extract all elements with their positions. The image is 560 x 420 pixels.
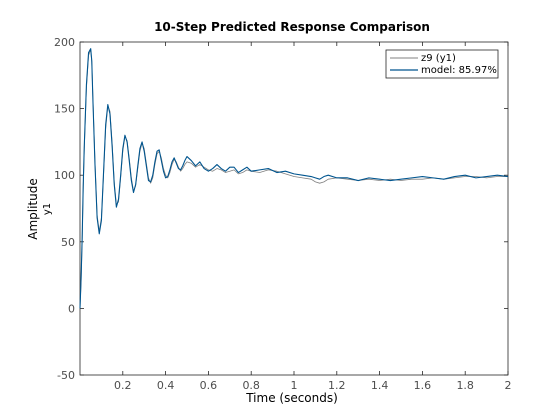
y-tick-label: 200 xyxy=(54,36,75,49)
legend-entry-model: model: 85.97% xyxy=(421,65,497,76)
y-tick-label: -50 xyxy=(57,369,75,382)
y-tick-label: 50 xyxy=(61,236,75,249)
chart-title: 10-Step Predicted Response Comparison xyxy=(154,20,430,34)
x-tick-label: 1 xyxy=(291,379,298,392)
series-line-model xyxy=(79,48,509,309)
x-tick-label: 0.4 xyxy=(157,379,175,392)
y-axis: -50 0 50 100 150 200 xyxy=(54,36,508,382)
legend-entry-z9: z9 (y1) xyxy=(421,53,456,64)
y-axis-sublabel: y1 xyxy=(42,203,53,215)
x-tick-label: 0.2 xyxy=(114,379,132,392)
x-axis: 0.2 0.4 0.6 0.8 1 1.2 1.4 1.6 1.8 2 xyxy=(114,42,512,392)
y-axis-label: Amplitude xyxy=(26,178,40,240)
x-axis-label: Time (seconds) xyxy=(245,391,338,405)
legend-box xyxy=(385,49,499,79)
y-tick-label: 100 xyxy=(54,169,75,182)
x-tick-label: 1.4 xyxy=(371,379,389,392)
x-tick-label: 2 xyxy=(505,379,512,392)
plot-area xyxy=(79,41,509,376)
y-tick-label: 0 xyxy=(68,302,75,315)
x-tick-label: 0.6 xyxy=(200,379,218,392)
y-tick-label: 150 xyxy=(54,103,75,116)
x-tick-label: 0.8 xyxy=(242,379,260,392)
legend: z9 (y1) model: 85.97% xyxy=(385,49,499,79)
series-layer xyxy=(79,48,509,309)
x-tick-label: 1.2 xyxy=(328,379,346,392)
x-tick-label: 1.6 xyxy=(414,379,432,392)
x-tick-label: 1.8 xyxy=(456,379,474,392)
